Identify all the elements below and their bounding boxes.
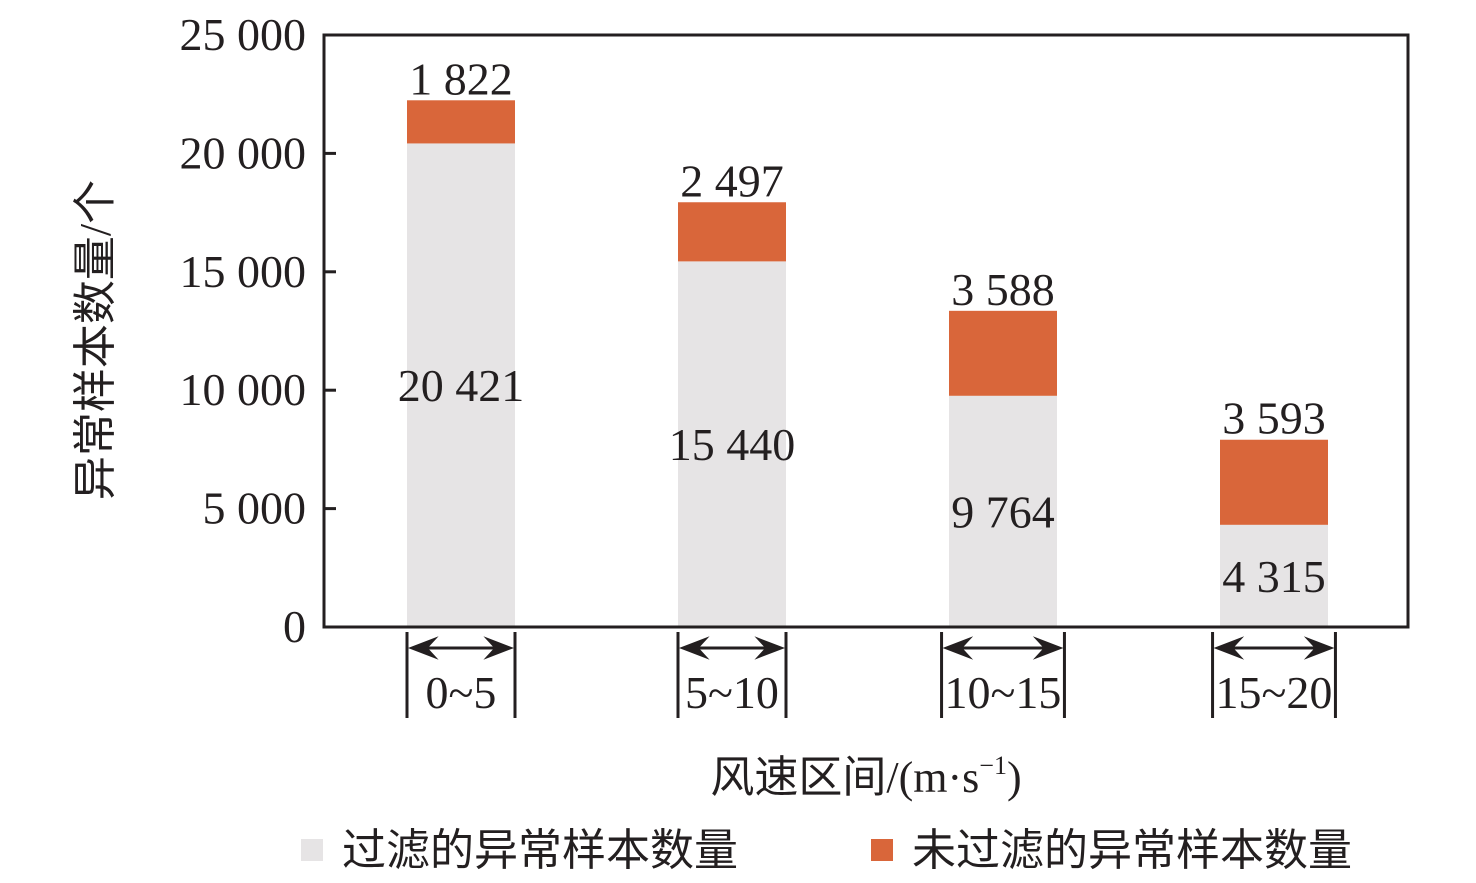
y-tick-label: 5 000	[203, 483, 307, 534]
plot-frame	[322, 33, 1410, 629]
x-axis-intervals: 0~5 5~10 10~15 15~20	[405, 632, 1337, 718]
bar-unfiltered-10~15	[949, 310, 1057, 396]
x-interval-label-5~10: 5~10	[685, 667, 779, 718]
y-tick-label: 10 000	[180, 364, 307, 415]
legend-swatch-filtered	[301, 839, 323, 861]
bar-filtered-10~15	[949, 395, 1057, 627]
x-axis-title-close: )	[1007, 753, 1022, 802]
bars-layer	[407, 100, 1328, 627]
y-tick-label: 0	[283, 601, 306, 652]
bar-unfiltered-5~10	[678, 202, 786, 262]
bar-filtered-0~5	[407, 143, 515, 627]
left-arrowhead-icon	[942, 636, 974, 660]
value-label-filtered-5~10: 15 440	[669, 419, 796, 470]
left-arrowhead-icon	[679, 636, 710, 660]
bar-unfiltered-15~20	[1220, 439, 1328, 525]
right-arrowhead-icon	[1303, 636, 1335, 660]
y-axis-title: 异常样本数量/个	[71, 180, 120, 500]
bar-filtered-15~20	[1220, 524, 1328, 627]
bar-unfiltered-0~5	[407, 100, 515, 144]
legend-label-unfiltered: 未过滤的异常样本数量	[912, 826, 1352, 875]
value-label-unfiltered-0~5: 1 822	[409, 53, 513, 104]
legend-swatch-unfiltered	[871, 839, 893, 861]
y-tick-label: 20 000	[180, 127, 307, 178]
y-tick-label: 15 000	[180, 246, 307, 297]
value-label-unfiltered-10~15: 3 588	[951, 264, 1055, 315]
legend-label-filtered: 过滤的异常样本数量	[342, 826, 738, 875]
y-axis: 0 5 000 10 000 15 000 20 000 25 000	[180, 9, 336, 652]
x-axis-title-superscript: −1	[979, 751, 1007, 780]
value-label-unfiltered-15~20: 3 593	[1222, 393, 1326, 444]
bar-filtered-5~10	[678, 261, 786, 627]
x-axis-title-base: 风速区间/(m·s	[710, 753, 979, 802]
value-label-filtered-0~5: 20 421	[398, 360, 525, 411]
x-interval-label-15~20: 15~20	[1216, 667, 1333, 718]
right-arrowhead-icon	[483, 636, 514, 660]
left-arrowhead-icon	[1213, 636, 1245, 660]
value-label-unfiltered-5~10: 2 497	[680, 155, 784, 206]
right-arrowhead-icon	[1032, 636, 1064, 660]
x-interval-label-10~15: 10~15	[945, 667, 1062, 718]
value-label-filtered-15~20: 4 315	[1222, 551, 1326, 602]
value-labels: 20 421 1 822 15 440 2 497 9 764 3 588 4 315 3 5…	[398, 53, 1326, 602]
right-arrowhead-icon	[754, 636, 785, 660]
value-label-filtered-10~15: 9 764	[951, 486, 1055, 537]
x-axis-title: 风速区间/(m·s−1)	[710, 751, 1021, 802]
x-interval-label-0~5: 0~5	[426, 667, 497, 718]
y-tick-label: 25 000	[180, 9, 307, 60]
left-arrowhead-icon	[408, 636, 439, 660]
legend: 过滤的异常样本数量 未过滤的异常样本数量	[301, 826, 1352, 875]
